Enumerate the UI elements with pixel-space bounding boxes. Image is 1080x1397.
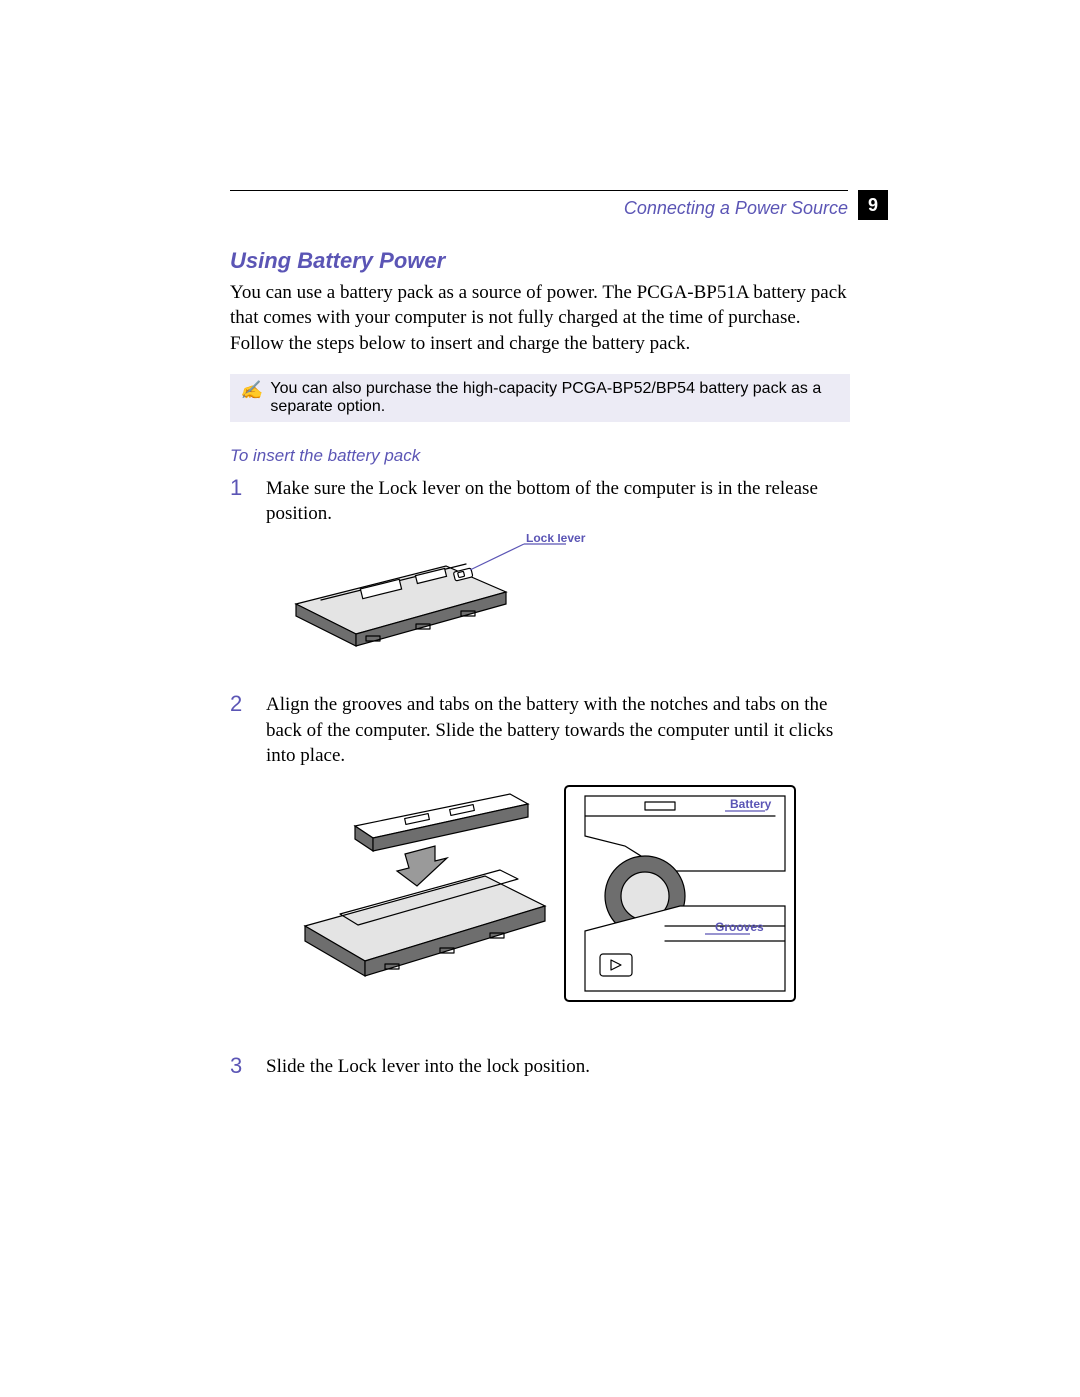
step-1: 1 Make sure the Lock lever on the bottom… — [230, 476, 850, 527]
callout-battery: Battery — [730, 797, 772, 811]
section-title: Using Battery Power — [230, 248, 850, 274]
step-text: Make sure the Lock lever on the bottom o… — [266, 476, 850, 527]
procedure-subhead: To insert the battery pack — [230, 446, 850, 466]
page-number: 9 — [868, 195, 878, 215]
note-text: You can also purchase the high-capacity … — [270, 380, 840, 416]
step-3: 3 Slide the Lock lever into the lock pos… — [230, 1054, 850, 1079]
battery-insert-illustration: Battery Grooves — [285, 776, 805, 1021]
section-intro: You can use a battery pack as a source o… — [230, 280, 850, 356]
figure-battery-insert: Battery Grooves — [285, 776, 850, 1026]
page-number-box: 9 — [858, 190, 888, 220]
step-number: 2 — [230, 692, 246, 716]
step-text: Align the grooves and tabs on the batter… — [266, 692, 850, 768]
content-area: Using Battery Power You can use a batter… — [230, 248, 850, 1087]
callout-lock-lever: Lock lever — [526, 534, 586, 545]
note-box: ✍ You can also purchase the high-capacit… — [230, 374, 850, 422]
header-rule — [230, 190, 848, 191]
running-head: Connecting a Power Source — [230, 198, 848, 219]
lock-lever-illustration: Lock lever — [266, 534, 586, 659]
pencil-icon: ✍ — [240, 381, 262, 399]
step-2: 2 Align the grooves and tabs on the batt… — [230, 692, 850, 768]
page: Connecting a Power Source 9 Using Batter… — [0, 0, 1080, 1397]
step-number: 1 — [230, 476, 246, 500]
step-number: 3 — [230, 1054, 246, 1078]
running-head-text: Connecting a Power Source — [624, 198, 848, 218]
step-text: Slide the Lock lever into the lock posit… — [266, 1054, 850, 1079]
figure-lock-lever: Lock lever — [266, 534, 850, 664]
callout-grooves: Grooves — [715, 920, 764, 934]
